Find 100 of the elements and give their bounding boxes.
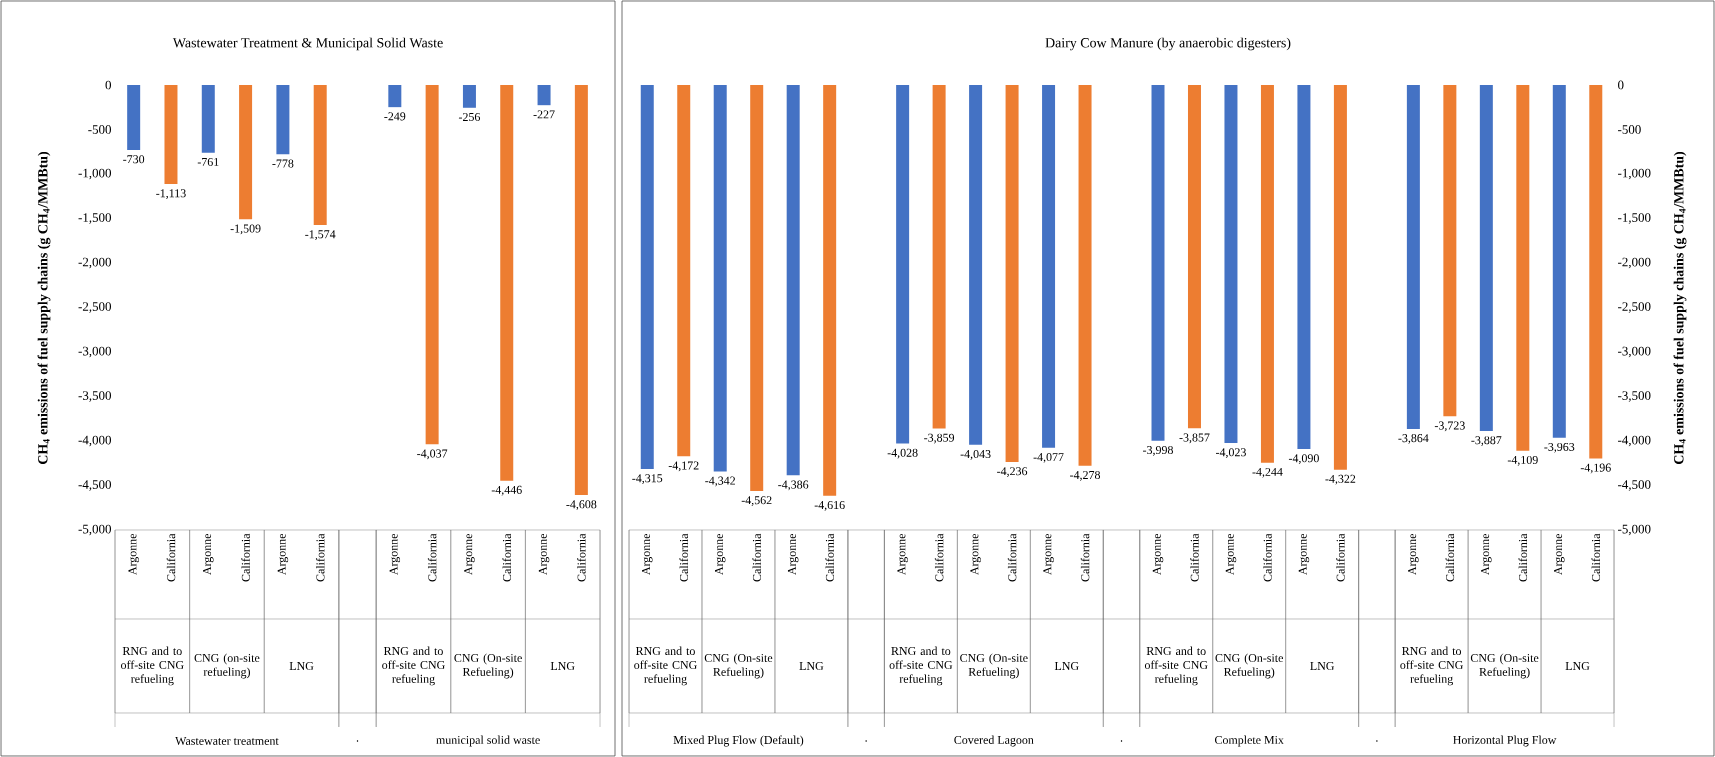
text: CNG (On-site Refueling) xyxy=(960,653,1028,679)
data-label: -3,864 xyxy=(1398,434,1429,444)
text: RNG and to off-site CNG refueling xyxy=(634,646,697,686)
data-label: -3,859 xyxy=(924,433,955,444)
data-label: -3,887 xyxy=(1471,436,1502,446)
data-label: -4,028 xyxy=(887,448,918,459)
y-tick-label: -1,500 xyxy=(78,213,111,224)
text: CNG (on-site refueling) xyxy=(194,653,260,679)
text: RNG and to off-site CNG refueling xyxy=(1400,646,1464,686)
x-tick-label: Argonne xyxy=(389,533,401,576)
x-tick-label: Argonne xyxy=(203,533,214,576)
text: CNG (On-site Refueling) xyxy=(1470,653,1539,679)
x-tick-label: California xyxy=(679,533,688,582)
y-tick-label: -2,000 xyxy=(1618,257,1651,269)
text: CNG (On-site Refueling) xyxy=(704,653,773,679)
x-tick-label: Argonne xyxy=(1298,533,1310,576)
y-tick-label: -1,000 xyxy=(78,168,111,180)
text: LNG xyxy=(1054,661,1079,670)
chart-title: Wastewater Treatment & Municipal Solid Waste xyxy=(172,37,443,51)
text: LNG xyxy=(1565,661,1590,670)
text: CNG (On-site Refueling) xyxy=(454,653,522,679)
x-tick-label: Argonne xyxy=(538,533,550,576)
text: . xyxy=(1376,740,1378,742)
x-tick-label: Argonne xyxy=(1554,533,1565,576)
text: LNG xyxy=(1310,661,1335,670)
data-label: -4,322 xyxy=(1325,474,1356,485)
data-label: -1,574 xyxy=(305,230,336,241)
text: Mixed Plug Flow (Default) xyxy=(673,735,804,747)
x-tick-label: California xyxy=(1336,533,1345,582)
text: Wastewater treatment xyxy=(175,736,279,745)
x-tick-label: California xyxy=(427,533,437,582)
data-label: -1,509 xyxy=(230,224,261,235)
data-label: -256 xyxy=(458,112,481,121)
y-tick-label: -4,500 xyxy=(1618,480,1651,491)
data-label: -4,090 xyxy=(1288,454,1319,464)
data-label: -4,446 xyxy=(491,485,522,496)
y-tick-label: -3,000 xyxy=(78,346,111,358)
x-tick-label: California xyxy=(241,533,250,582)
x-tick-label: California xyxy=(577,533,586,582)
x-tick-label: California xyxy=(166,533,176,582)
y-axis-title: CH$_{4}$ emissions of fuel supply chains (g CH$_{4}$/MMBtu) xyxy=(1673,151,1687,464)
y-tick-label: 0 xyxy=(105,80,111,90)
x-tick-label: Argonne xyxy=(128,533,139,576)
y-tick-label: -1,500 xyxy=(1618,213,1651,224)
x-tick-label: Argonne xyxy=(714,533,726,576)
y-tick-label: -1,000 xyxy=(1618,168,1651,180)
x-tick-label: California xyxy=(315,533,325,582)
x-tick-label: California xyxy=(752,533,761,582)
data-label: -4,616 xyxy=(814,501,845,511)
x-tick-label: Argonne xyxy=(970,533,981,576)
x-tick-label: California xyxy=(1591,533,1601,582)
text: Covered Lagoon xyxy=(954,735,1034,747)
data-label: -3,963 xyxy=(1544,442,1575,453)
text: RNG and to off-site CNG refueling xyxy=(889,646,953,686)
data-label: -4,562 xyxy=(741,496,772,506)
x-tick-label: California xyxy=(825,533,834,582)
data-label: -4,315 xyxy=(632,474,663,484)
data-label: -4,043 xyxy=(960,450,991,460)
x-tick-label: Argonne xyxy=(787,533,799,576)
x-tick-label: California xyxy=(502,533,512,582)
x-tick-label: Argonne xyxy=(1408,533,1419,576)
y-tick-label: -4,500 xyxy=(78,480,111,491)
y-tick-label: 0 xyxy=(1618,80,1624,90)
x-tick-label: California xyxy=(1263,533,1272,582)
x-tick-label: California xyxy=(1445,533,1455,582)
x-tick-label: California xyxy=(1007,533,1017,582)
data-label: -4,386 xyxy=(778,480,809,491)
x-tick-label: Argonne xyxy=(464,533,475,576)
data-label: -761 xyxy=(197,157,219,166)
x-tick-label: Argonne xyxy=(1152,533,1164,576)
data-label: -1,113 xyxy=(156,189,186,200)
text: LNG xyxy=(550,661,575,670)
y-tick-label: -3,000 xyxy=(1618,346,1651,358)
x-tick-label: California xyxy=(1190,533,1199,582)
text: CNG (On-site Refueling) xyxy=(1215,653,1283,679)
text: RNG and to off-site CNG refueling xyxy=(382,646,445,686)
y-tick-label: -4,000 xyxy=(1618,435,1651,447)
y-tick-label: -2,000 xyxy=(78,257,111,269)
y-tick-label: -2,500 xyxy=(78,302,111,313)
data-label: -4,077 xyxy=(1033,453,1064,463)
chart-title: Dairy Cow Manure (by anaerobic digesters) xyxy=(1045,37,1291,51)
data-label: -227 xyxy=(533,110,555,119)
x-tick-label: Argonne xyxy=(1043,533,1054,576)
text: RNG and to off-site CNG refueling xyxy=(121,646,184,686)
data-label: -4,342 xyxy=(705,476,735,487)
text: municipal solid waste xyxy=(436,735,540,747)
text: RNG and to off-site CNG refueling xyxy=(1144,646,1208,686)
y-tick-label: -3,500 xyxy=(1618,391,1651,402)
x-tick-label: California xyxy=(1080,533,1090,582)
data-label: -778 xyxy=(272,159,294,168)
data-label: -4,244 xyxy=(1252,467,1283,478)
y-tick-label: -5,000 xyxy=(1618,524,1651,536)
data-label: -4,236 xyxy=(997,467,1028,477)
y-tick-label: -3,500 xyxy=(78,391,111,402)
y-tick-label: -4,000 xyxy=(78,435,111,447)
text: LNG xyxy=(289,661,314,670)
data-label: -4,023 xyxy=(1215,448,1246,459)
x-tick-label: Argonne xyxy=(642,533,653,576)
text: . xyxy=(356,740,359,742)
data-label: -3,998 xyxy=(1143,446,1173,456)
